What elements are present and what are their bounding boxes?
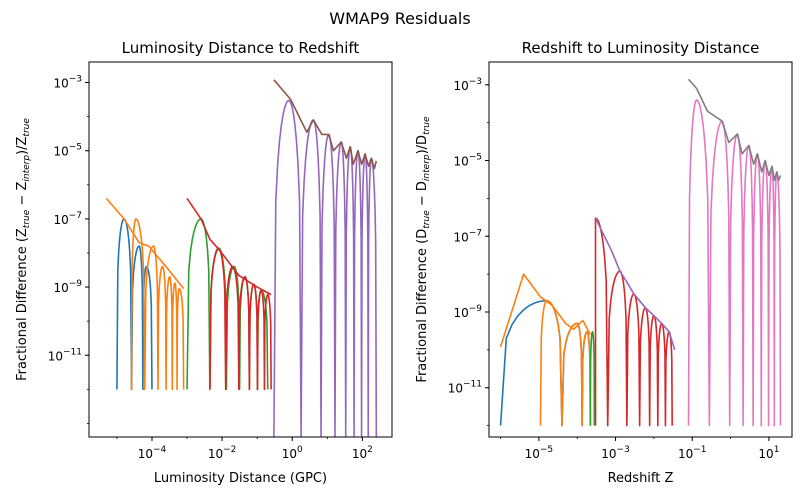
y-tick-label-base: 10 — [53, 213, 68, 227]
y-tick-label-base: 10 — [53, 145, 68, 159]
y-axis-label: Fractional Difference (Dtrue − Dinterp)/… — [415, 116, 432, 383]
y-tick-label: 10−7 — [453, 228, 482, 244]
y-axis-label-part: )/Z — [15, 136, 30, 154]
y-tick-label-base: 10 — [53, 77, 68, 91]
x-tick-label: 10−5 — [525, 445, 554, 461]
plot-area — [105, 79, 378, 437]
y-tick-label-exponent: −5 — [69, 143, 82, 153]
series-line-6 — [594, 217, 676, 351]
x-tick-label-exponent: 0 — [297, 445, 303, 455]
chart-title: Luminosity Distance to Redshift — [122, 39, 360, 57]
series-line-6 — [186, 197, 272, 296]
x-tick-label-exponent: −3 — [617, 445, 630, 455]
chart-2: 10−5 10−3 10−1 10110−1110−910−710−510−3Reds… — [415, 39, 793, 486]
y-tick-label-base: 10 — [53, 281, 68, 295]
x-tick-label-base: 10 — [138, 447, 153, 461]
x-axis-label: Redshift Z — [608, 471, 674, 486]
y-tick-label-exponent: −9 — [469, 304, 483, 314]
x-tick-label: 102 — [352, 445, 373, 461]
y-tick-label-exponent: −9 — [69, 279, 83, 289]
y-axis-label-part: Fractional Difference (Z — [15, 228, 30, 381]
series-line-4 — [589, 331, 596, 426]
y-axis-label-part: true — [422, 210, 432, 229]
series-line-1 — [499, 299, 592, 427]
x-tick-label-base: 10 — [758, 447, 773, 461]
y-tick-label: 10−11 — [48, 347, 82, 363]
x-tick-label-exponent: −4 — [153, 445, 167, 455]
x-tick-label-base: 10 — [282, 447, 297, 461]
series-line-7 — [687, 99, 782, 427]
x-tick-label: 10−3 — [601, 445, 630, 461]
series-line-3 — [105, 197, 185, 290]
axis-ticks — [85, 82, 363, 441]
y-tick-label-base: 10 — [48, 349, 63, 363]
x-tick-label-exponent: −5 — [540, 445, 553, 455]
x-tick-label-exponent: −2 — [223, 445, 236, 455]
series-line-5 — [209, 248, 272, 391]
x-tick-label: 10−4 — [138, 445, 167, 461]
x-tick-label: 100 — [282, 445, 303, 461]
y-tick-label-base: 10 — [448, 382, 463, 396]
series-line-1 — [116, 218, 153, 391]
y-tick-label-exponent: −3 — [69, 75, 82, 85]
x-tick-label-base: 10 — [678, 447, 693, 461]
plot-area — [499, 78, 782, 427]
y-tick-label-exponent: −11 — [63, 347, 82, 357]
x-tick-label-base: 10 — [208, 447, 223, 461]
y-tick-label: 10−3 — [453, 77, 482, 93]
series-line-7 — [273, 99, 378, 437]
x-tick-label-base: 10 — [601, 447, 616, 461]
y-axis-label-part: interp — [22, 155, 32, 182]
x-tick-label-base: 10 — [352, 447, 367, 461]
y-tick-label: 10−7 — [53, 211, 82, 227]
x-tick-label: 101 — [758, 445, 779, 461]
y-axis-label-part: true — [422, 116, 432, 135]
y-axis-label-part: Fractional Difference (D — [415, 229, 430, 383]
axes-frame — [88, 61, 393, 438]
y-tick-label: 10−5 — [453, 153, 482, 169]
y-axis-label-part: interp — [422, 154, 432, 181]
x-tick-label: 10−2 — [208, 445, 237, 461]
y-tick-label-exponent: −3 — [469, 77, 482, 87]
y-tick-label-exponent: −7 — [69, 211, 82, 221]
series-line-2 — [499, 273, 592, 348]
axis-ticks — [485, 84, 770, 441]
x-tick-label-exponent: −1 — [693, 445, 706, 455]
chart-title: Redshift to Luminosity Distance — [522, 39, 760, 57]
y-axis-label-part: − D — [415, 181, 430, 210]
series-line-8 — [273, 79, 378, 170]
y-axis-label-part: − Z — [15, 182, 30, 210]
y-tick-label-exponent: −5 — [469, 153, 482, 163]
x-tick-label-exponent: 2 — [367, 445, 373, 455]
y-axis-label-part: true — [22, 209, 32, 228]
x-tick-label-base: 10 — [525, 447, 540, 461]
x-tick-label-exponent: 1 — [774, 445, 780, 455]
x-axis-label: Luminosity Distance (GPC) — [154, 471, 327, 486]
series-line-4 — [186, 218, 269, 391]
y-tick-label-exponent: −11 — [463, 380, 482, 390]
y-tick-label-base: 10 — [453, 79, 468, 93]
y-tick-label: 10−5 — [53, 143, 82, 159]
series-line-2 — [130, 218, 185, 391]
y-tick-label-base: 10 — [453, 306, 468, 320]
series-line-3 — [539, 299, 592, 427]
y-tick-label: 10−9 — [53, 279, 82, 295]
y-axis-label: Fractional Difference (Ztrue − Zinterp)/… — [15, 118, 32, 381]
figure-title: WMAP9 Residuals — [329, 9, 470, 28]
y-tick-label: 10−11 — [448, 380, 482, 396]
y-tick-label-exponent: −7 — [469, 228, 482, 238]
y-tick-label-base: 10 — [453, 230, 468, 244]
y-tick-label-base: 10 — [453, 155, 468, 169]
y-tick-label: 10−3 — [53, 75, 82, 91]
axes-frame — [488, 61, 793, 438]
x-tick-label: 10−1 — [678, 445, 707, 461]
series-line-8 — [687, 78, 782, 182]
y-axis-label-part: true — [22, 118, 32, 137]
chart-1: 10−4 10−2 100 10210−1110−910−710−510−3Lumin… — [15, 39, 393, 486]
y-tick-label: 10−9 — [453, 304, 482, 320]
y-axis-label-part: )/D — [415, 135, 430, 154]
